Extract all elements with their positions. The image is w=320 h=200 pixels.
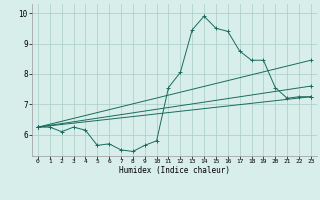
X-axis label: Humidex (Indice chaleur): Humidex (Indice chaleur) xyxy=(119,166,230,175)
